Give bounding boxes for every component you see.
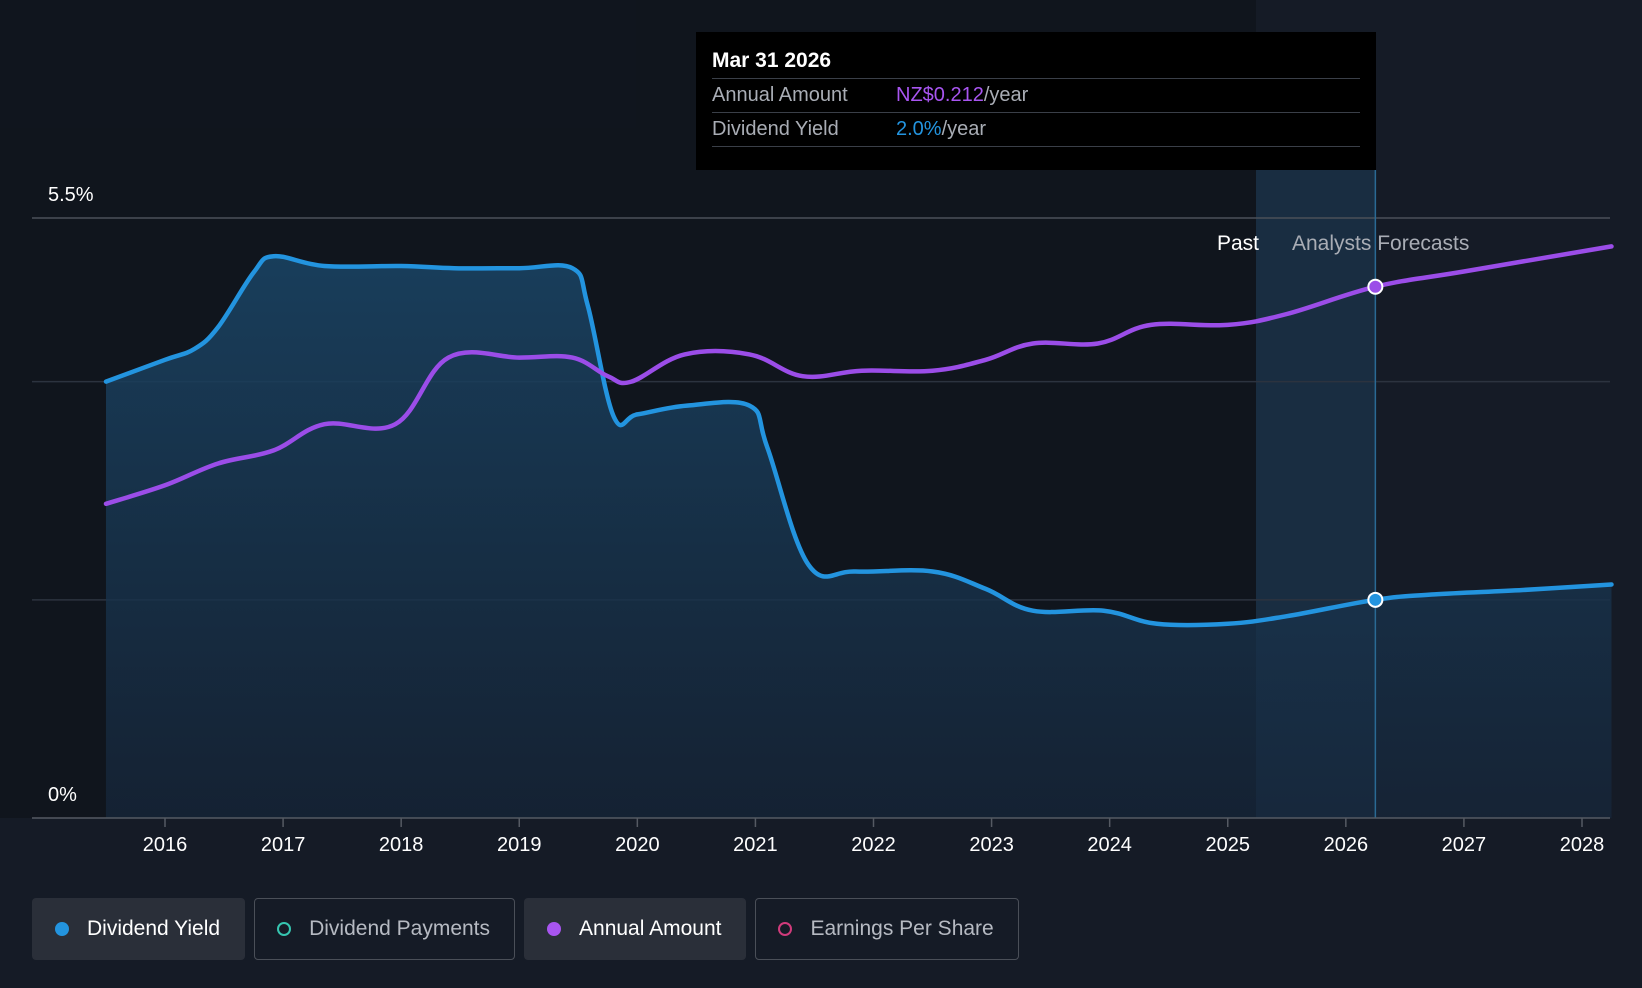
tooltip-unit: /year [983,84,1029,106]
tooltip-row-dividend-yield: Dividend Yield 2.0% /year [712,112,1360,147]
x-tick-label: 2016 [143,834,188,856]
x-tick-label: 2022 [851,834,896,856]
hollow-circle-icon [277,922,292,936]
legend-label: Dividend Payments [309,917,491,940]
y-tick-label-bottom: 0% [48,784,77,806]
hollow-circle-icon [778,922,793,936]
x-tick-label: 2021 [733,834,778,856]
x-tick-label: 2019 [497,834,542,856]
tooltip-date: Mar 31 2026 [712,49,832,72]
legend-label: Dividend Yield [87,917,221,940]
legend-dividend-yield[interactable]: Dividend Yield [32,898,246,960]
dividend-yield-line [103,253,1614,628]
x-tick-label: 2027 [1442,834,1487,856]
tooltip-value-dividend-yield: 2.0% [896,118,942,140]
forecast-label: Analysts Forecasts [1292,232,1469,255]
tooltip-unit: /year [941,118,987,140]
legend-annual-amount[interactable]: Annual Amount [524,898,747,960]
past-label: Past [1217,232,1259,255]
legend-label: Earnings Per Share [810,917,994,940]
x-tick-label: 2020 [615,834,660,856]
tooltip-label: Dividend Yield [712,118,839,140]
legend: Dividend Yield Dividend Payments Annual … [32,898,1028,960]
tooltip-row-annual-amount: Annual Amount NZ$0.212 /year [712,78,1360,112]
filled-circle-icon [547,922,562,936]
annual-amount-line [103,244,1614,507]
filled-circle-icon [55,922,69,936]
legend-earnings-per-share[interactable]: Earnings Per Share [755,898,1019,960]
tooltip-label: Annual Amount [712,84,848,106]
dividend-yield-area [105,256,1612,818]
x-tick-label: 2017 [261,834,306,856]
x-tick-label: 2018 [379,834,424,856]
tooltip: Mar 31 2026 Annual Amount NZ$0.212 /year… [696,32,1376,170]
dividend-yield-marker[interactable] [1367,591,1384,608]
x-tick-label: 2028 [1560,834,1605,856]
x-axis-ticks: 2016 2017 2018 2019 2020 2021 2022 2023 2024 2025… [143,818,1605,856]
x-tick-label: 2026 [1324,834,1369,856]
legend-label: Annual Amount [579,917,722,940]
x-tick-label: 2025 [1206,834,1251,856]
x-tick-label: 2023 [969,834,1014,856]
annual-amount-marker[interactable] [1367,278,1384,295]
legend-dividend-payments[interactable]: Dividend Payments [254,898,516,960]
y-tick-label-top: 5.5% [48,184,94,206]
tooltip-value-annual-amount: NZ$0.212 [896,84,984,106]
x-tick-label: 2024 [1087,834,1132,856]
